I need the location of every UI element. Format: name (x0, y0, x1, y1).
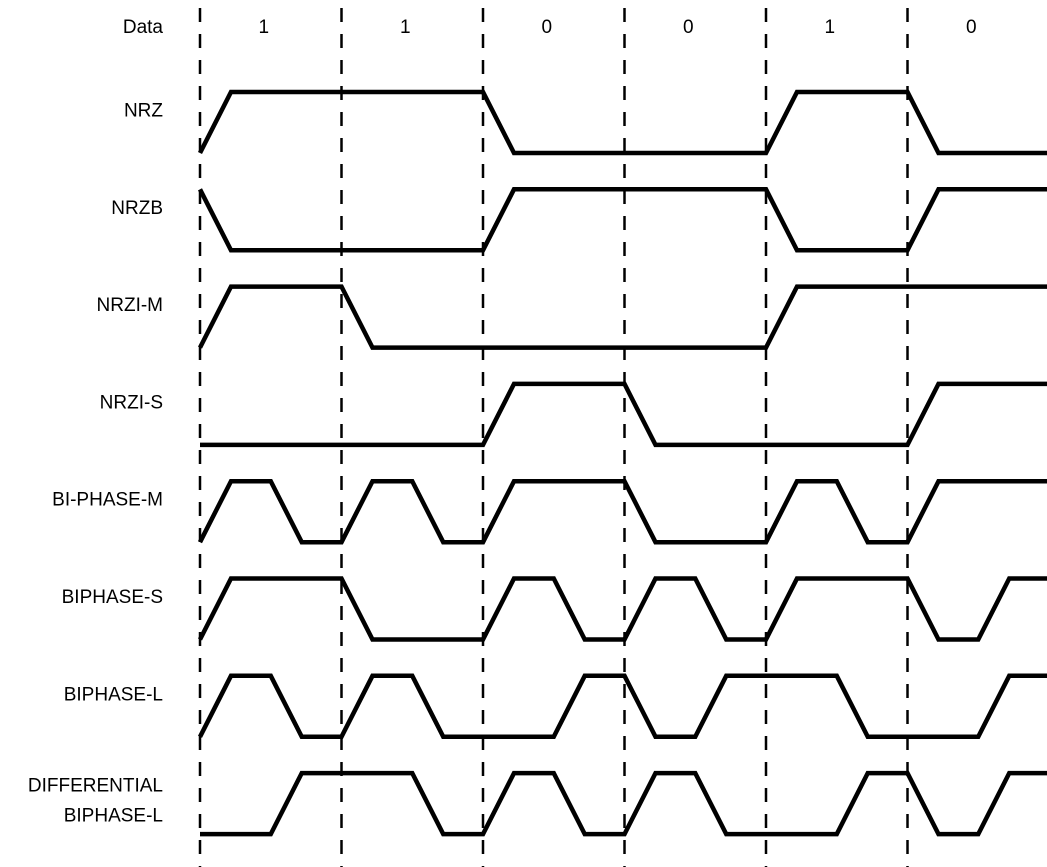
waveform-diff-biphase-l (200, 770, 1047, 837)
waveform-nrzi-s (200, 381, 1047, 448)
signal-label-diff-biphase-l-line-1: DIFFERENTIAL (28, 776, 163, 797)
data-bit-4: 0 (683, 17, 694, 38)
signal-label-bi-phase-m: BI-PHASE-M (52, 490, 163, 511)
signal-label-nrzi-m: NRZI-M (97, 295, 163, 316)
waveform-nrz (197, 89, 1047, 156)
signal-label-nrzb: NRZB (111, 198, 163, 219)
signal-label-nrzi-s: NRZI-S (100, 392, 163, 413)
waveform-nrzb (197, 187, 1047, 253)
waveform-biphase-l (197, 673, 1047, 740)
data-bit-2: 1 (400, 17, 411, 38)
data-bit-3: 0 (541, 17, 552, 38)
data-bit-labels: 1 1 0 0 1 0 (258, 17, 976, 38)
signal-label-nrz: NRZ (124, 101, 163, 122)
signal-labels: NRZ NRZB NRZI-M NRZI-S BI-PHASE-M BIPHASE-S BI… (28, 101, 164, 827)
waveform-nrzi-m (197, 284, 1047, 350)
waveform-biphase-s (197, 576, 1047, 642)
signal-label-biphase-s: BIPHASE-S (62, 587, 163, 608)
signal-waveforms (197, 89, 1047, 837)
signal-label-diff-biphase-l-line-2: BIPHASE-L (64, 806, 163, 827)
data-bit-5: 1 (824, 17, 835, 38)
signal-label-biphase-l: BIPHASE-L (64, 684, 163, 705)
data-row-label: Data (123, 17, 164, 38)
data-bit-1: 1 (258, 17, 269, 38)
data-bit-6: 0 (966, 17, 977, 38)
waveform-bi-phase-m (197, 478, 1047, 545)
